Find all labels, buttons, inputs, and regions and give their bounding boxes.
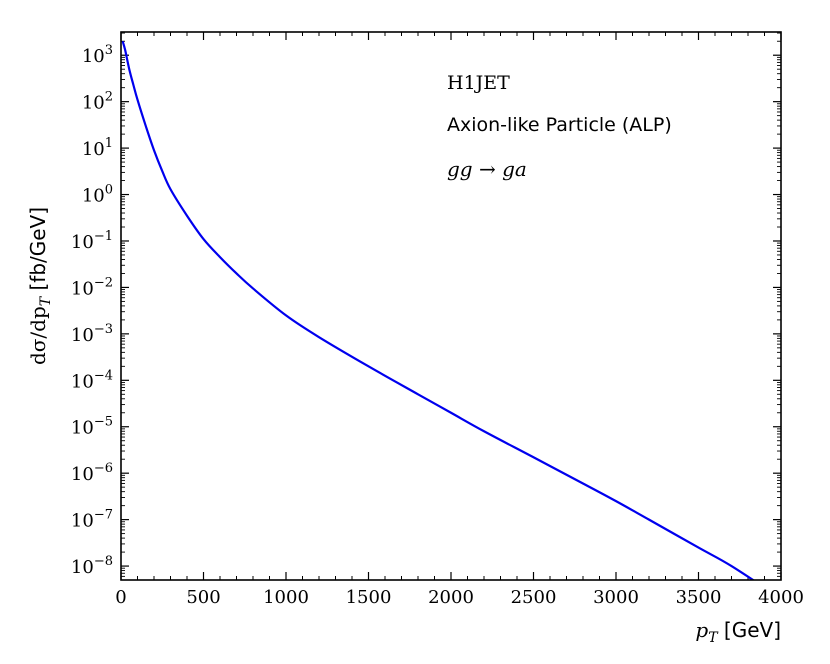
y-tick-label: 10−8	[71, 554, 113, 578]
x-tick-label: 3500	[676, 587, 722, 608]
x-tick-label: 2500	[511, 587, 557, 608]
y-tick-label: 102	[82, 90, 113, 114]
x-tick-label: 0	[115, 587, 126, 608]
x-axis-label: pT [GeV]	[695, 618, 781, 646]
x-tick-labels: 0 500 1000 1500 2000 2500 3000 3500 4000	[115, 587, 804, 608]
y-tick-label: 10−4	[71, 368, 113, 392]
y-tick-label: 10−7	[71, 508, 113, 532]
y-axis-label: dσ/dpT [fb/GeV]	[26, 207, 54, 365]
x-tick-label: 1000	[263, 587, 309, 608]
y-tick-label: 10−1	[71, 229, 113, 253]
y-tick-label: 10−5	[71, 415, 113, 439]
y-tick-label: 100	[82, 183, 113, 207]
x-tick-label: 2000	[428, 587, 474, 608]
annotation-program: H1JET	[447, 72, 510, 94]
x-tick-label: 3000	[593, 587, 639, 608]
plot-frame	[120, 31, 782, 581]
x-tick-label: 4000	[758, 587, 804, 608]
x-tick-label: 1500	[346, 587, 392, 608]
x-tick-label: 500	[186, 587, 220, 608]
y-tick-label: 10−2	[71, 275, 113, 299]
y-tick-label: 101	[82, 136, 113, 160]
y-tick-label: 10−3	[71, 322, 113, 346]
series-line	[121, 40, 756, 580]
series-layer	[121, 40, 756, 580]
y-tick-label: 10−6	[71, 461, 113, 485]
annotation-model: Axion-like Particle (ALP)	[447, 114, 672, 136]
annotation-process: gg → ga	[447, 157, 527, 181]
y-tick-labels: 103 102 101 100 10−1 10−2 10−3 10−4 10−5 10−6 10−7…	[71, 43, 113, 578]
y-tick-label: 103	[82, 43, 113, 67]
